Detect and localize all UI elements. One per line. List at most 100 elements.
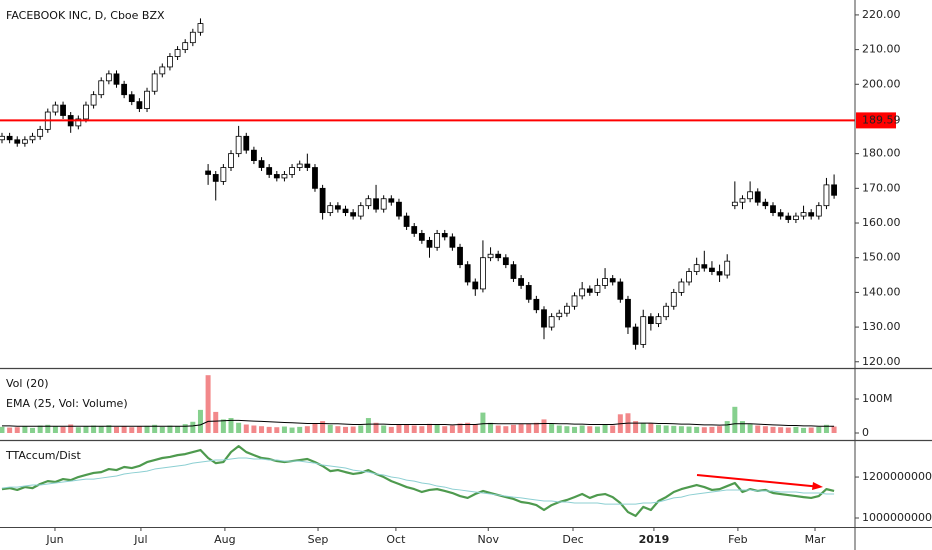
- y-tick-label: 120.00: [862, 355, 901, 368]
- y-tick-label: 0: [862, 426, 869, 439]
- volume-bar: [564, 426, 570, 433]
- volume-bar: [785, 427, 791, 433]
- candle-body: [396, 201, 402, 217]
- candle-body: [441, 233, 448, 238]
- volume-bar: [7, 427, 13, 433]
- volume-bar: [434, 424, 440, 433]
- volume-bar: [83, 426, 89, 433]
- volume-bar: [45, 424, 51, 433]
- arrow-head: [812, 482, 823, 490]
- candle-body: [151, 73, 158, 92]
- candle-body: [334, 205, 341, 210]
- price-label: 189.59: [862, 113, 901, 126]
- volume-bar: [274, 427, 280, 433]
- x-tick-label: Jun: [45, 533, 63, 546]
- candle-body: [418, 233, 425, 241]
- y-tick-label: 210.00: [862, 43, 901, 56]
- candle-body: [365, 198, 372, 207]
- candle-body: [602, 278, 608, 286]
- x-tick-label: Sep: [308, 533, 329, 546]
- candle-body: [167, 56, 173, 68]
- candle-body: [670, 291, 677, 307]
- candle-body: [518, 278, 524, 286]
- candle-body: [128, 94, 135, 103]
- candle-body: [205, 170, 212, 175]
- volume-bar: [442, 426, 448, 433]
- candle-body: [327, 205, 334, 214]
- volume-bar: [465, 422, 471, 433]
- candle-body: [121, 83, 128, 96]
- ema-legend: EMA (25, Vol: Volume): [6, 397, 128, 410]
- candle-body: [823, 184, 830, 207]
- candle-body: [357, 205, 364, 217]
- volume-bar: [694, 426, 700, 433]
- volume-bar: [648, 423, 654, 433]
- arrow-line: [696, 474, 817, 488]
- candle-body: [533, 298, 540, 311]
- volume-bar: [327, 424, 333, 433]
- candle-body: [762, 201, 769, 207]
- candle-body: [709, 267, 715, 272]
- volume-bar: [175, 426, 181, 433]
- candle-body: [37, 128, 44, 137]
- candle-body: [60, 104, 66, 116]
- candle-body: [640, 316, 647, 345]
- volume-bar: [663, 425, 669, 433]
- volume-bar: [762, 426, 768, 433]
- volume-bar: [793, 426, 799, 433]
- volume-bar: [732, 406, 738, 433]
- volume-bar: [304, 426, 310, 433]
- volume-bar: [0, 426, 5, 433]
- candle-body: [319, 187, 326, 214]
- volume-bar: [297, 426, 303, 433]
- volume-bar: [320, 421, 326, 433]
- volume-bar: [343, 426, 349, 433]
- volume-bar: [358, 425, 364, 433]
- ema-line: [1, 419, 835, 427]
- candle-body: [678, 281, 685, 293]
- candle-body: [189, 31, 196, 44]
- volume-bar: [495, 425, 501, 433]
- x-tick-label: Mar: [805, 533, 826, 546]
- candle-body: [312, 167, 318, 189]
- volume-bar: [831, 426, 837, 433]
- candle-body: [480, 257, 486, 290]
- y-tick-label: 220.00: [862, 8, 901, 21]
- volume-bar: [98, 426, 104, 433]
- candle-body: [373, 198, 379, 210]
- volume-bar: [610, 425, 616, 433]
- volume-bar: [266, 426, 272, 433]
- candle-body: [609, 278, 616, 283]
- volume-bar: [251, 425, 257, 433]
- x-tick-label: Aug: [214, 533, 235, 546]
- candle-body: [625, 298, 631, 328]
- candle-body: [724, 260, 731, 276]
- volume-bar: [533, 422, 539, 433]
- candle-body: [174, 49, 181, 57]
- volume-bar: [152, 424, 158, 433]
- candle-body: [273, 174, 280, 179]
- candle-body: [495, 253, 502, 259]
- volume-bar: [68, 424, 74, 433]
- candle-body: [815, 205, 822, 217]
- candle-body: [449, 236, 456, 248]
- volume-bar: [121, 426, 127, 433]
- indicator-line: [1, 445, 835, 518]
- volume-bar: [205, 375, 211, 433]
- volume-bar: [197, 409, 203, 433]
- indicator-line: [1, 457, 835, 505]
- candle-body: [52, 104, 59, 113]
- x-tick-label: Nov: [478, 533, 500, 546]
- y-tick-label: 100M: [862, 392, 893, 405]
- candle-body: [663, 305, 670, 318]
- candle-body: [747, 191, 754, 200]
- volume-bar: [236, 422, 242, 433]
- volume-bar: [411, 425, 417, 433]
- volume-bar: [510, 424, 516, 433]
- y-tick-label: 170.00: [862, 181, 901, 194]
- candle-body: [83, 104, 89, 120]
- volume-bar: [724, 421, 730, 433]
- candle-body: [754, 191, 761, 203]
- volume-bar: [656, 424, 662, 433]
- volume-bar: [518, 424, 524, 433]
